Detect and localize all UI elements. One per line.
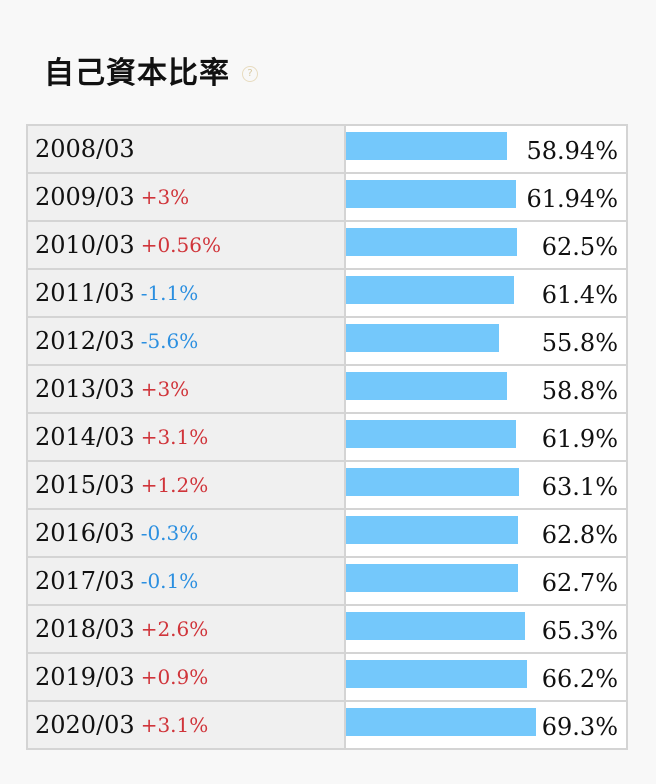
value-label: 65.3% — [541, 617, 618, 645]
table-row: 2008/03 58.94% — [28, 126, 626, 174]
bar-cell: 58.94% — [346, 126, 626, 172]
change-label: +2.6% — [140, 617, 209, 641]
bar — [346, 612, 525, 640]
value-label: 61.9% — [541, 425, 618, 453]
change-label: -0.3% — [140, 521, 199, 545]
table-row: 2016/03 -0.3% 62.8% — [28, 510, 626, 558]
table-row: 2020/03 +3.1% 69.3% — [28, 702, 626, 748]
bar-cell: 66.2% — [346, 654, 626, 700]
year-label: 2013/03 — [35, 375, 135, 403]
value-label: 66.2% — [541, 665, 618, 693]
table-row: 2013/03 +3% 58.8% — [28, 366, 626, 414]
year-cell: 2019/03 +0.9% — [28, 654, 346, 700]
value-label: 55.8% — [541, 329, 618, 357]
year-label: 2015/03 — [35, 471, 135, 499]
table-row: 2010/03 +0.56% 62.5% — [28, 222, 626, 270]
change-label: -0.1% — [140, 569, 199, 593]
table-row: 2019/03 +0.9% 66.2% — [28, 654, 626, 702]
value-label: 62.5% — [541, 233, 618, 261]
year-cell: 2008/03 — [28, 126, 346, 172]
year-cell: 2015/03 +1.2% — [28, 462, 346, 508]
table-row: 2011/03 -1.1% 61.4% — [28, 270, 626, 318]
bar-cell: 62.7% — [346, 558, 626, 604]
year-cell: 2016/03 -0.3% — [28, 510, 346, 556]
table-row: 2018/03 +2.6% 65.3% — [28, 606, 626, 654]
change-label: +3.1% — [140, 713, 209, 737]
table-row: 2017/03 -0.1% 62.7% — [28, 558, 626, 606]
chart-title: 自己資本比率 — [44, 56, 230, 91]
equity-ratio-table: 2008/03 58.94% 2009/03 +3% 61.94% 2010/03 +0.5… — [26, 124, 628, 750]
bar-cell: 62.5% — [346, 222, 626, 268]
year-cell: 2014/03 +3.1% — [28, 414, 346, 460]
year-label: 2020/03 — [35, 711, 135, 739]
bar-cell: 63.1% — [346, 462, 626, 508]
bar — [346, 420, 516, 448]
table-row: 2014/03 +3.1% 61.9% — [28, 414, 626, 462]
year-cell: 2011/03 -1.1% — [28, 270, 346, 316]
change-label: +0.9% — [140, 665, 209, 689]
change-label: -5.6% — [140, 329, 199, 353]
bar — [346, 708, 536, 736]
year-cell: 2009/03 +3% — [28, 174, 346, 220]
bar — [346, 468, 519, 496]
bar-cell: 61.9% — [346, 414, 626, 460]
bar-cell: 69.3% — [346, 702, 626, 748]
bar — [346, 516, 519, 544]
year-cell: 2018/03 +2.6% — [28, 606, 346, 652]
bar-cell: 62.8% — [346, 510, 626, 556]
bar-cell: 61.4% — [346, 270, 626, 316]
year-cell: 2017/03 -0.1% — [28, 558, 346, 604]
year-label: 2018/03 — [35, 615, 135, 643]
year-label: 2014/03 — [35, 423, 135, 451]
bar-cell: 61.94% — [346, 174, 626, 220]
bar — [346, 132, 508, 160]
value-label: 58.8% — [541, 377, 618, 405]
table-row: 2012/03 -5.6% 55.8% — [28, 318, 626, 366]
year-label: 2012/03 — [35, 327, 135, 355]
bar — [346, 228, 518, 256]
question-circle-icon[interactable]: ? — [242, 66, 258, 82]
change-label: +3% — [140, 185, 190, 209]
change-label: +3.1% — [140, 425, 209, 449]
year-label: 2019/03 — [35, 663, 135, 691]
bar — [346, 180, 516, 208]
year-cell: 2013/03 +3% — [28, 366, 346, 412]
year-cell: 2020/03 +3.1% — [28, 702, 346, 748]
change-label: -1.1% — [140, 281, 199, 305]
year-label: 2008/03 — [35, 135, 135, 163]
change-label: +0.56% — [140, 233, 221, 257]
year-cell: 2010/03 +0.56% — [28, 222, 346, 268]
bar — [346, 660, 528, 688]
value-label: 58.94% — [526, 137, 618, 165]
year-label: 2010/03 — [35, 231, 135, 259]
value-label: 62.8% — [541, 521, 618, 549]
table-row: 2015/03 +1.2% 63.1% — [28, 462, 626, 510]
year-label: 2016/03 — [35, 519, 135, 547]
value-label: 61.94% — [526, 185, 618, 213]
bar-cell: 65.3% — [346, 606, 626, 652]
bar — [346, 276, 515, 304]
change-label: +1.2% — [140, 473, 209, 497]
value-label: 62.7% — [541, 569, 618, 597]
year-label: 2009/03 — [35, 183, 135, 211]
bar-cell: 58.8% — [346, 366, 626, 412]
value-label: 63.1% — [541, 473, 618, 501]
year-cell: 2012/03 -5.6% — [28, 318, 346, 364]
title-row: 自己資本比率 ? — [44, 48, 258, 92]
value-label: 61.4% — [541, 281, 618, 309]
change-label: +3% — [140, 377, 190, 401]
bar — [346, 372, 508, 400]
bar — [346, 564, 518, 592]
table-row: 2009/03 +3% 61.94% — [28, 174, 626, 222]
bar-cell: 55.8% — [346, 318, 626, 364]
year-label: 2017/03 — [35, 567, 135, 595]
value-label: 69.3% — [541, 713, 618, 741]
year-label: 2011/03 — [35, 279, 135, 307]
bar — [346, 324, 499, 352]
